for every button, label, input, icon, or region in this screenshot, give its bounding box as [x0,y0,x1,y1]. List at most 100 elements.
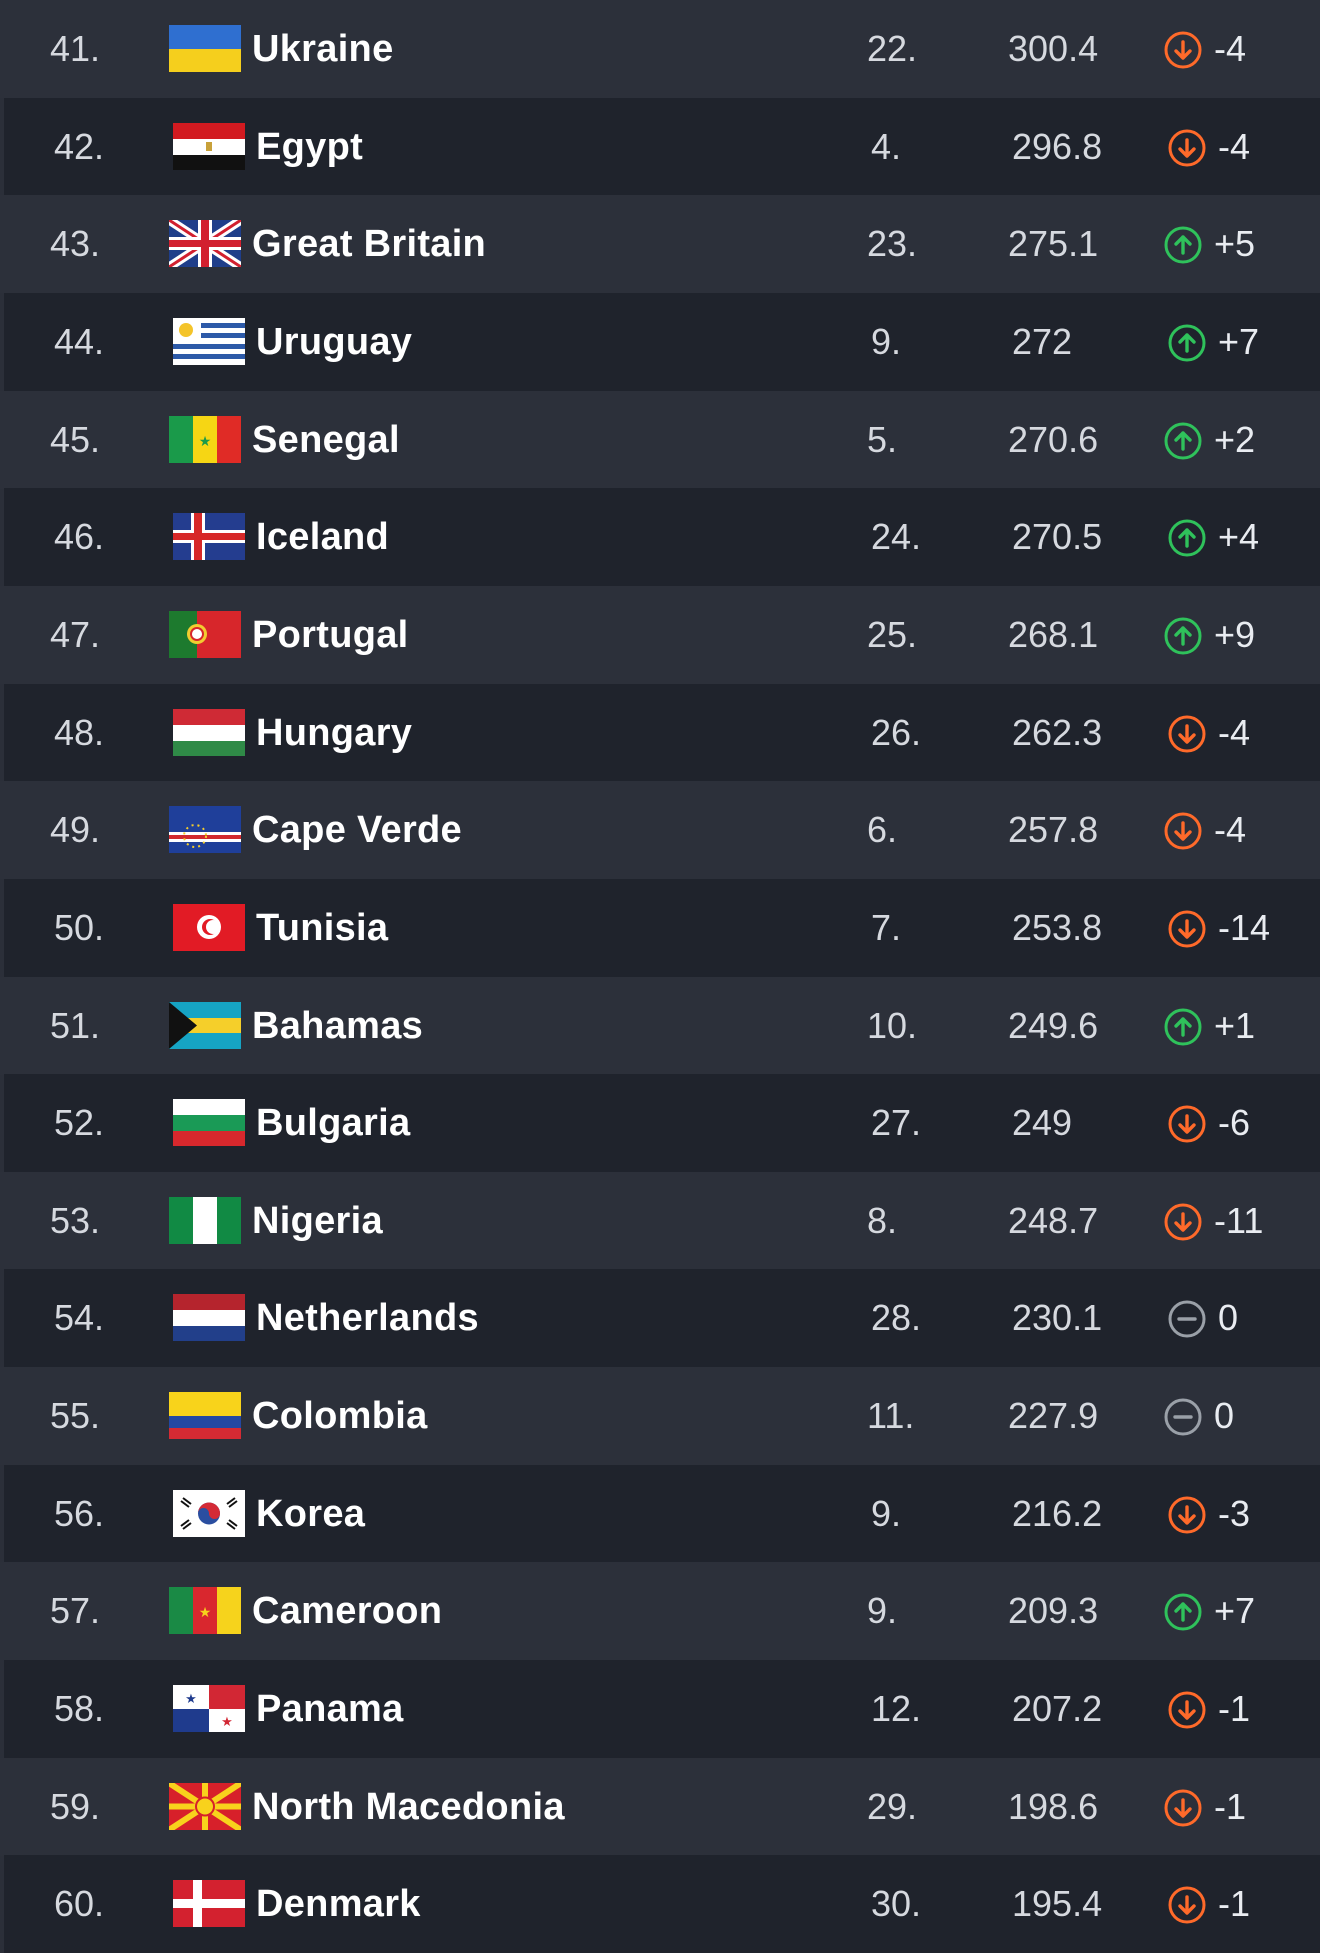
points-value: 209.3 [1008,1590,1099,1632]
table-row[interactable]: 52. Bulgaria 27. 249 -6 [4,1074,1320,1173]
country-name[interactable]: Nigeria [252,1199,383,1242]
nigeria-flag-icon [169,1196,241,1244]
arrow-down-circle-icon [1167,128,1207,168]
ukraine-flag-icon [169,25,241,72]
table-row[interactable]: 44. Uruguay 9. 272 +7 [4,292,1320,391]
table-row[interactable]: 59. North Macedonia 29. 198.6 -1 [0,1757,1320,1856]
rank-number: 44. [54,320,105,362]
confederation-rank: 23. [867,223,918,265]
portugal-flag-icon [169,610,241,658]
confederation-rank: 30. [871,1883,922,1925]
table-row[interactable]: 43. Great Britain 23. 275.1 +5 [0,195,1320,294]
table-row[interactable]: 51. Bahamas 10. 249.6 +1 [0,976,1320,1075]
panama-flag-icon: ★ ★ [173,1685,245,1733]
country-name[interactable]: Senegal [252,418,400,461]
table-row[interactable]: 49. Cape Verde 6. 257.8 -4 [0,781,1320,880]
rank-change: -6 [1218,1102,1251,1144]
table-row[interactable]: 46. Iceland 24. 270.5 +4 [4,488,1320,587]
arrow-up-circle-icon [1163,225,1203,265]
table-row[interactable]: 50. Tunisia 7. 253.8 -14 [4,878,1320,977]
country-name[interactable]: Cameroon [252,1590,443,1633]
table-row[interactable]: 60. Denmark 30. 195.4 -1 [4,1855,1320,1953]
points-value: 300.4 [1008,28,1099,69]
points-value: 216.2 [1012,1492,1103,1534]
country-name[interactable]: Cape Verde [252,809,462,852]
table-row[interactable]: 57. ★ Cameroon 9. 209.3 +7 [0,1562,1320,1661]
rank-number: 50. [54,906,105,948]
table-row[interactable]: 45. ★ Senegal 5. 270.6 +2 [0,390,1320,489]
rank-change: +5 [1214,223,1256,265]
table-row[interactable]: 41. Ukraine 22. 300.4 -4 [0,0,1320,98]
rank-change: +9 [1214,613,1256,655]
table-row[interactable]: 58. ★ ★ Panama 12. 207.2 -1 [4,1660,1320,1759]
table-row[interactable]: 48. Hungary 26. 262.3 -4 [4,683,1320,782]
table-row[interactable]: 42. Egypt 4. 296.8 -4 [4,97,1320,196]
rank-change: +7 [1218,320,1260,362]
rank-number: 54. [54,1297,105,1339]
colombia-flag-icon [169,1392,241,1440]
svg-text:★: ★ [199,1604,212,1620]
rank-number: 43. [50,223,101,265]
points-value: 207.2 [1012,1688,1103,1730]
points-value: 262.3 [1012,711,1103,753]
north-macedonia-flag-icon [169,1782,241,1830]
country-name[interactable]: Bahamas [252,1004,424,1047]
cameroon-flag-icon: ★ [169,1587,241,1635]
confederation-rank: 24. [871,516,922,558]
rank-change: -1 [1214,1785,1247,1827]
bahamas-flag-icon [169,1001,241,1049]
arrow-up-circle-icon [1167,518,1207,558]
rank-change: +4 [1218,516,1260,558]
country-name[interactable]: Portugal [252,613,409,656]
rank-number: 48. [54,711,105,753]
country-name[interactable]: Uruguay [256,320,413,363]
arrow-down-circle-icon [1167,1104,1207,1144]
rank-number: 45. [50,418,101,460]
country-name[interactable]: Netherlands [256,1297,479,1340]
great-britain-flag-icon [169,220,241,268]
points-value: 296.8 [1012,125,1103,167]
country-name[interactable]: Tunisia [256,906,389,949]
rank-change: +1 [1214,1004,1256,1046]
rank-number: 55. [50,1395,101,1437]
svg-text:★: ★ [185,1691,197,1706]
table-row[interactable]: 53. Nigeria 8. 248.7 -11 [0,1171,1320,1270]
rank-number: 56. [54,1492,105,1534]
country-name[interactable]: Denmark [256,1883,421,1926]
country-name[interactable]: Korea [256,1492,366,1535]
country-name[interactable]: Egypt [256,125,364,168]
table-row[interactable]: 55. Colombia 11. 227.9 0 [0,1367,1320,1466]
rank-number: 52. [54,1102,105,1144]
country-name[interactable]: Hungary [256,711,413,754]
rank-number: 49. [50,809,101,851]
country-name[interactable]: North Macedonia [252,1785,565,1828]
country-name[interactable]: Great Britain [252,223,487,266]
rank-change: +7 [1214,1590,1256,1632]
country-name[interactable]: Bulgaria [256,1102,411,1145]
arrow-down-circle-icon [1167,1690,1207,1730]
confederation-rank: 27. [871,1102,922,1144]
confederation-rank: 28. [871,1297,922,1339]
confederation-rank: 26. [871,711,922,753]
country-name[interactable]: Ukraine [252,28,394,70]
rank-change: -4 [1218,711,1251,753]
iceland-flag-icon [173,513,245,561]
rank-number: 60. [54,1883,105,1925]
arrow-up-circle-icon [1163,421,1203,461]
table-row[interactable]: 47. Portugal 25. 268.1 +9 [0,585,1320,684]
table-row[interactable]: 54. Netherlands 28. 230.1 0 [4,1269,1320,1368]
netherlands-flag-icon [173,1294,245,1342]
svg-text:★: ★ [221,1714,233,1729]
confederation-rank: 9. [871,320,902,362]
arrow-down-circle-icon [1163,1788,1203,1828]
table-row[interactable]: 56. Korea 9. 216.2 -3 [4,1464,1320,1563]
confederation-rank: 7. [871,906,902,948]
points-value: 275.1 [1008,223,1099,265]
arrow-down-circle-icon [1167,1495,1207,1535]
country-name[interactable]: Colombia [252,1395,428,1438]
country-name[interactable]: Panama [256,1688,404,1731]
points-value: 230.1 [1012,1297,1103,1339]
points-value: 257.8 [1008,809,1099,851]
country-name[interactable]: Iceland [256,516,390,559]
confederation-rank: 12. [871,1688,922,1730]
